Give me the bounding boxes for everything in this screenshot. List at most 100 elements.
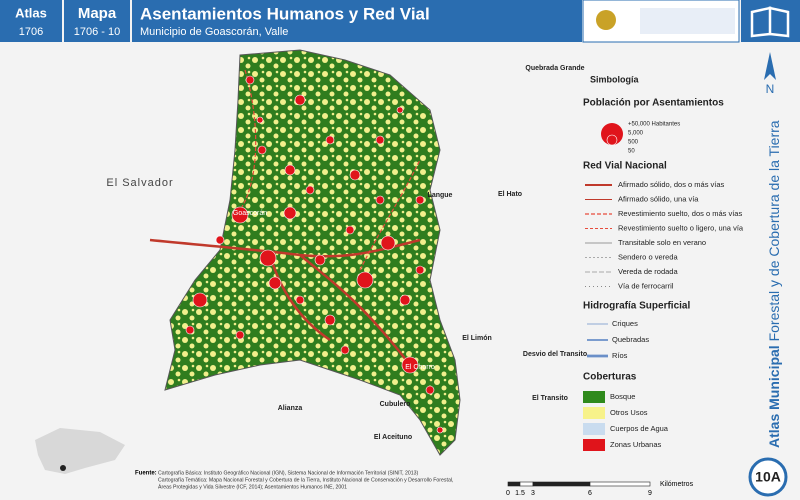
- place-label: Desvio del Transito: [523, 351, 587, 358]
- header-text: Mapa: [78, 5, 117, 22]
- settlement: [425, 385, 435, 395]
- place-label: Cubulero: [380, 401, 411, 408]
- settlement: [305, 185, 315, 195]
- header-box: [132, 0, 582, 42]
- place-label: El Transito: [532, 395, 568, 402]
- legend-item: Sendero o vereda: [618, 252, 678, 261]
- legend-item: Revestimiento suelto, dos o más vías: [618, 209, 742, 218]
- place-label: Goascorán: [233, 210, 267, 217]
- legend-section-title: Red Vial Nacional: [583, 161, 667, 172]
- scale-segment: [589, 481, 651, 487]
- settlement: [340, 345, 350, 355]
- legend-section-title: Coberturas: [583, 372, 637, 383]
- side-title-rest: Forestal y de Cobertura de la Tierra: [766, 120, 782, 341]
- legend-item: 50: [628, 149, 635, 155]
- legend-item: Bosque: [610, 392, 635, 401]
- map-number-badge: [748, 457, 788, 497]
- settlement: [325, 135, 335, 145]
- settlement: [401, 356, 419, 374]
- book-icon: [750, 6, 790, 38]
- title: Asentamientos Humanos y Red Vial: [140, 4, 430, 23]
- place-label: Alianza: [278, 405, 303, 412]
- side-title: Atlas Municipal Forestal y de Cobertura …: [766, 120, 782, 448]
- settlement: [294, 94, 306, 106]
- settlement: [356, 271, 374, 289]
- subtitle: Municipio de Goascorán, Valle: [140, 26, 288, 38]
- settlement: [231, 206, 249, 224]
- settlement: [235, 330, 245, 340]
- locator-map: [35, 428, 125, 474]
- scale-unit: Kilómetros: [660, 481, 694, 488]
- legend-item: Vía de ferrocarril: [618, 281, 674, 290]
- legend-item: Afirmado sólido, dos o más vías: [618, 180, 725, 189]
- settlement: [399, 294, 411, 306]
- legend-swatch: [583, 407, 605, 419]
- legend-item: Ríos: [612, 351, 628, 360]
- logo: [640, 8, 735, 34]
- municipality: [164, 49, 461, 456]
- place-label: El Hato: [498, 191, 522, 198]
- place-label: El Limón: [462, 335, 492, 342]
- settlement: [380, 235, 396, 251]
- settlement: [192, 292, 208, 308]
- scale-label: 1.5: [515, 490, 525, 497]
- place-label: El Chorro: [405, 364, 435, 371]
- scale-label: 0: [506, 490, 510, 497]
- scale-segment: [532, 481, 591, 487]
- settlement: [256, 116, 264, 124]
- settlement: [324, 314, 336, 326]
- place-label: Quebrada Grande: [525, 65, 584, 72]
- settlement: [215, 235, 225, 245]
- legend-item: +50,000 Habitantes: [628, 122, 680, 128]
- legend-symbol: [601, 123, 623, 145]
- header-text: 1706 - 10: [74, 26, 120, 38]
- settlement: [268, 276, 282, 290]
- settlement: [295, 295, 305, 305]
- legend-item: Afirmado sólido, una vía: [618, 194, 699, 203]
- source-text: Áreas Protegidas y Vida Silvestre (ICF, …: [158, 483, 347, 490]
- settlement: [283, 206, 297, 220]
- legend-symbol: [606, 134, 618, 146]
- road: [239, 69, 421, 271]
- legend-title: Simbología: [590, 74, 639, 84]
- scale-label: 3: [531, 490, 535, 497]
- header-text: 1706: [19, 26, 43, 38]
- legend-item: Transitable solo en verano: [618, 238, 706, 247]
- settlement: [257, 145, 267, 155]
- place-label: Langue: [428, 192, 453, 199]
- settlement: [185, 325, 195, 335]
- settlement: [314, 254, 326, 266]
- legend-swatch: [583, 439, 605, 451]
- source-text: Cartografía Temática: Mapa Nacional Fore…: [158, 477, 453, 483]
- legend-item: 5,000: [628, 131, 644, 137]
- scale-label: 6: [588, 490, 592, 497]
- north-arrow: [764, 52, 776, 80]
- map-number: 10A: [755, 469, 781, 485]
- legend-section-title: Población por Asentamientos: [583, 98, 724, 109]
- settlement: [375, 135, 385, 145]
- legend-section-title: Hidrografía Superficial: [583, 301, 690, 312]
- header-box: [64, 0, 130, 42]
- settlement: [396, 106, 404, 114]
- settlement: [345, 225, 355, 235]
- scale-segment: [519, 481, 534, 487]
- legend-swatch: [583, 423, 605, 435]
- settlement: [284, 164, 296, 176]
- north-label: N: [766, 82, 775, 96]
- settlement: [245, 75, 255, 85]
- source-text: Cartografía Básica: Instituto Geográfico…: [158, 470, 419, 476]
- source-label: Fuente:: [135, 471, 157, 477]
- settlement: [349, 169, 361, 181]
- header-box: [0, 0, 62, 42]
- legend-item: Zonas Urbanas: [610, 440, 662, 449]
- locator-marker: [60, 465, 66, 471]
- settlement: [259, 249, 277, 267]
- side-title-bold: Atlas Municipal: [766, 345, 782, 448]
- legend-item: Cuerpos de Agua: [610, 424, 669, 433]
- country-label: El Salvador: [106, 177, 173, 189]
- legend-item: Quebradas: [612, 335, 649, 344]
- legend-item: Revestimiento suelto o ligero, una vía: [618, 223, 744, 232]
- scale-label: 9: [648, 490, 652, 497]
- logo: [596, 10, 616, 30]
